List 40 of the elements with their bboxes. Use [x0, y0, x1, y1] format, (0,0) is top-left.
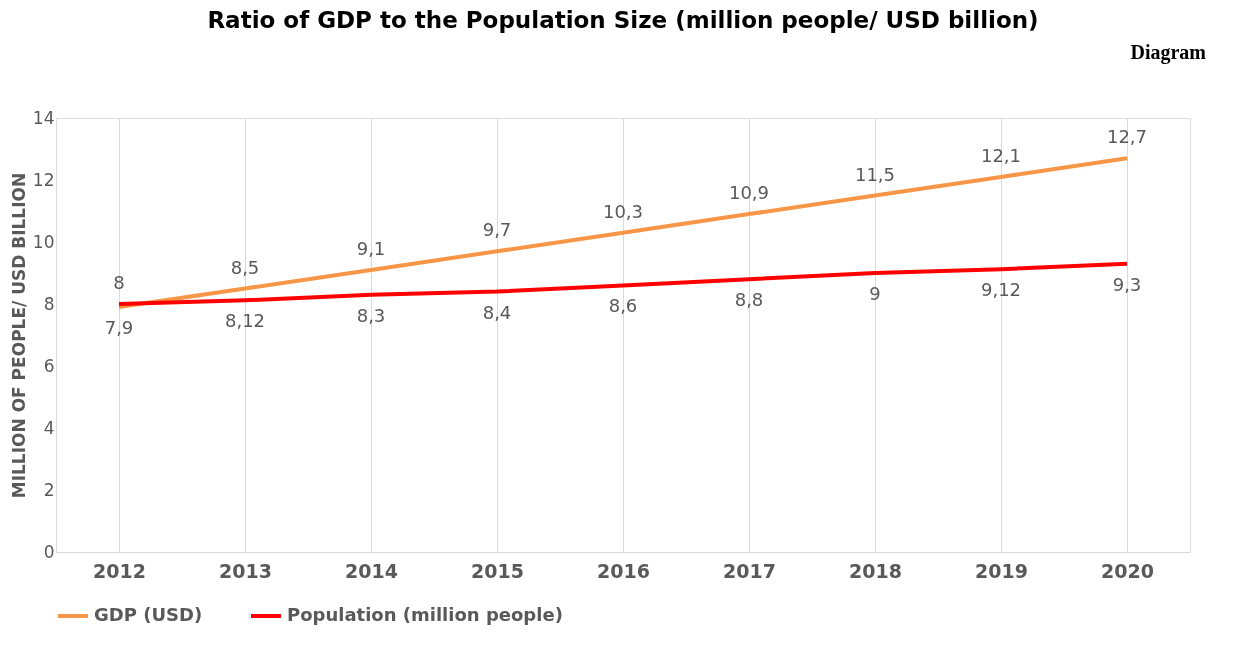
data-label: 9,7 — [482, 219, 512, 241]
x-tick-label: 2015 — [471, 559, 524, 582]
data-label: 10,3 — [602, 200, 644, 222]
text: Diagram — [1130, 41, 1207, 64]
data-label: 9 — [869, 283, 881, 304]
x-tick-label: 2020 — [1101, 559, 1154, 582]
data-label: 8,4 — [482, 301, 512, 323]
data-label: 9,12 — [980, 279, 1022, 301]
data-label: 7,9 — [104, 317, 134, 339]
chart-title: Ratio of GDP to the Population Size (million people/ USD billion) — [207, 7, 1039, 33]
y-tick-label: 2 — [43, 479, 55, 500]
data-label: 8,6 — [608, 295, 638, 317]
x-tick-label: 2016 — [597, 559, 650, 582]
y-axis-title: MILLION OF PEOPLE/ USD BILLION — [8, 172, 29, 499]
x-tick-label: 2014 — [345, 559, 398, 582]
data-label: 8,3 — [356, 304, 386, 326]
data-label: 11,5 — [854, 163, 896, 185]
y-tick-label: 0 — [43, 541, 55, 562]
data-label: 8,8 — [734, 289, 764, 311]
y-tick-label: 6 — [43, 355, 55, 376]
data-label: 9,1 — [356, 237, 386, 259]
y-tick-label: 14 — [32, 107, 55, 128]
x-tick-label: 2018 — [849, 559, 902, 582]
data-label: 9,3 — [1112, 273, 1142, 295]
data-label: 8,12 — [224, 310, 266, 332]
data-label: 8,5 — [230, 256, 260, 278]
x-tick-label: 2019 — [975, 559, 1028, 582]
legend-label: GDP (USD) — [94, 604, 203, 625]
data-label: 8 — [113, 272, 125, 293]
data-label: 12,7 — [1106, 126, 1148, 148]
x-tick-label: 2017 — [723, 559, 776, 582]
x-tick-label: 2013 — [219, 559, 272, 582]
y-tick-label: 8 — [43, 293, 55, 314]
y-tick-label: 4 — [43, 417, 55, 438]
data-label: 10,9 — [728, 182, 770, 204]
y-tick-label: 12 — [32, 169, 55, 190]
x-tick-label: 2012 — [93, 559, 146, 582]
legend-label: Population (million people) — [287, 604, 563, 625]
y-tick-label: 10 — [32, 231, 55, 252]
data-label: 12,1 — [980, 144, 1022, 166]
